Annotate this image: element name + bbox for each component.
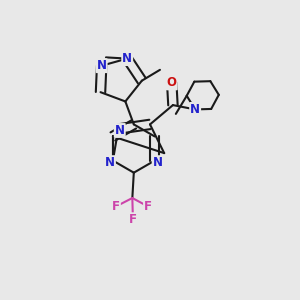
- Text: N: N: [122, 52, 132, 65]
- Text: N: N: [153, 156, 163, 169]
- Text: F: F: [144, 200, 152, 213]
- Text: N: N: [115, 124, 125, 137]
- Text: F: F: [129, 213, 137, 226]
- Text: F: F: [112, 200, 120, 213]
- Text: N: N: [97, 59, 107, 72]
- Text: N: N: [105, 156, 115, 169]
- Text: O: O: [167, 76, 177, 89]
- Text: N: N: [190, 103, 200, 116]
